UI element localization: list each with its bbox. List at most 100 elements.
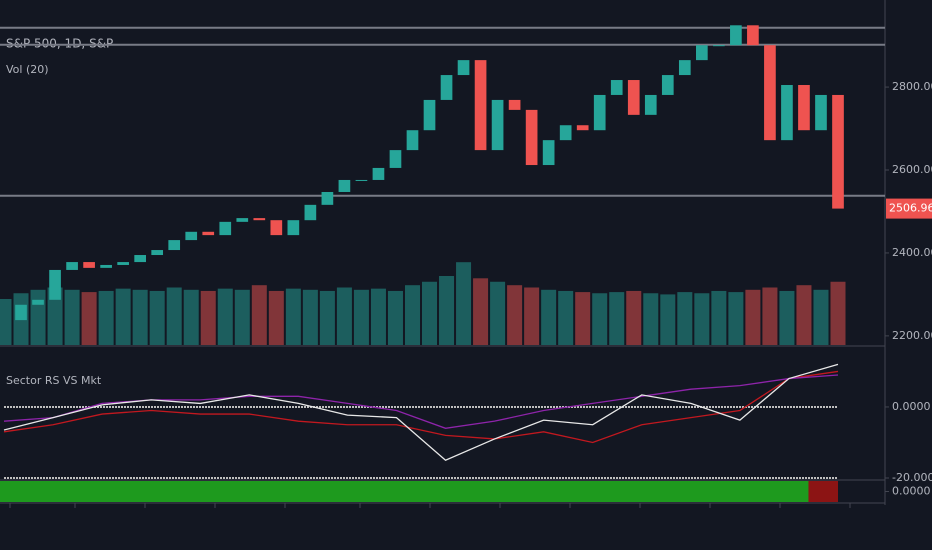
- volume-bar: [711, 290, 727, 345]
- volume-bar: [370, 288, 386, 345]
- candle: [627, 80, 640, 115]
- candle: [695, 45, 708, 61]
- candle: [406, 130, 419, 151]
- candle: [321, 191, 334, 205]
- candle: [117, 262, 129, 265]
- candle: [32, 299, 44, 305]
- candle: [644, 94, 657, 115]
- candle: [593, 94, 606, 131]
- candle: [832, 94, 844, 209]
- y-tick-label: -20.0000: [892, 471, 932, 484]
- volume-bar: [353, 289, 369, 345]
- y-tick-label: 2600.00: [892, 163, 932, 176]
- volume-bar: [217, 288, 233, 345]
- volume-bar: [660, 294, 676, 345]
- volume-bar: [473, 278, 489, 345]
- volume-bar: [626, 290, 642, 345]
- y-tick-label: 2200.00: [892, 329, 932, 342]
- y-tick-label: 0.0000: [892, 485, 931, 498]
- volume-bar: [30, 289, 46, 345]
- volume-bar: [490, 281, 506, 345]
- volume-bar: [677, 292, 693, 345]
- volume-bar: [183, 289, 199, 345]
- rs-line: [3, 370, 839, 444]
- volume-bar: [779, 290, 795, 345]
- signal-band: [0, 481, 813, 502]
- volume-bar: [149, 290, 165, 345]
- candle: [372, 167, 385, 180]
- volume-bar: [64, 289, 80, 345]
- candle: [474, 60, 487, 151]
- volume-bar: [98, 290, 114, 345]
- candle: [730, 25, 742, 46]
- candle: [559, 125, 572, 141]
- candle: [168, 240, 181, 251]
- volume-bar: [319, 290, 335, 345]
- volume-bar: [694, 293, 710, 345]
- chart-title: S&P 500, 1D, S&P: [6, 37, 113, 51]
- candle: [610, 80, 623, 95]
- volume-bar: [166, 287, 182, 345]
- candle: [798, 85, 810, 131]
- volume-bar: [268, 290, 284, 345]
- candle: [389, 150, 402, 168]
- y-tick-label: 0.0000: [892, 400, 931, 413]
- candle: [338, 179, 351, 192]
- volume-bar: [592, 293, 608, 345]
- candle: [66, 262, 78, 270]
- candle: [219, 221, 232, 236]
- candle: [202, 231, 215, 236]
- candle: [457, 60, 470, 76]
- volume-bar: [302, 289, 318, 345]
- candle: [678, 60, 691, 76]
- volume-bar: [422, 281, 438, 345]
- candle: [355, 179, 368, 181]
- candle: [253, 218, 266, 221]
- candle: [49, 269, 61, 300]
- volume-bar: [524, 287, 540, 345]
- candle: [440, 75, 453, 100]
- candle: [270, 220, 283, 236]
- y-tick-label: 2800.00: [892, 80, 932, 93]
- candle: [236, 218, 249, 222]
- volume-bar: [115, 288, 131, 345]
- volume-bar: [762, 287, 778, 345]
- volume-bar: [81, 292, 97, 345]
- last-price-box: [886, 198, 932, 219]
- candle: [576, 125, 589, 131]
- volume-bar: [336, 287, 352, 345]
- candle: [304, 204, 317, 221]
- signal-band: [808, 481, 838, 502]
- candle: [100, 264, 112, 268]
- candle: [134, 255, 147, 263]
- volume-bar: [558, 290, 574, 345]
- volume-bar: [47, 287, 63, 345]
- candle: [83, 262, 95, 268]
- last-price-label: 2506.96: [889, 202, 932, 215]
- volume-bar: [456, 262, 472, 345]
- candle: [15, 304, 27, 321]
- volume-bar: [745, 289, 761, 345]
- volume-bar: [507, 285, 523, 345]
- candle: [508, 99, 521, 110]
- volume-bar: [643, 293, 659, 345]
- candle: [713, 45, 725, 47]
- candle: [542, 140, 555, 166]
- candle: [764, 45, 776, 141]
- candle: [491, 99, 504, 151]
- candle: [747, 25, 759, 46]
- volume-bar: [132, 289, 148, 345]
- volume-bar: [0, 299, 12, 345]
- rs-line: [3, 363, 839, 461]
- volume-bar: [387, 290, 403, 345]
- volume-bar: [439, 276, 455, 345]
- candle: [287, 220, 300, 236]
- candle: [525, 109, 538, 166]
- volume-bar: [609, 292, 625, 345]
- volume-bar: [200, 290, 216, 345]
- volume-label: Vol (20): [6, 63, 49, 76]
- candle: [815, 94, 827, 131]
- candle: [661, 75, 674, 95]
- candle: [781, 85, 793, 141]
